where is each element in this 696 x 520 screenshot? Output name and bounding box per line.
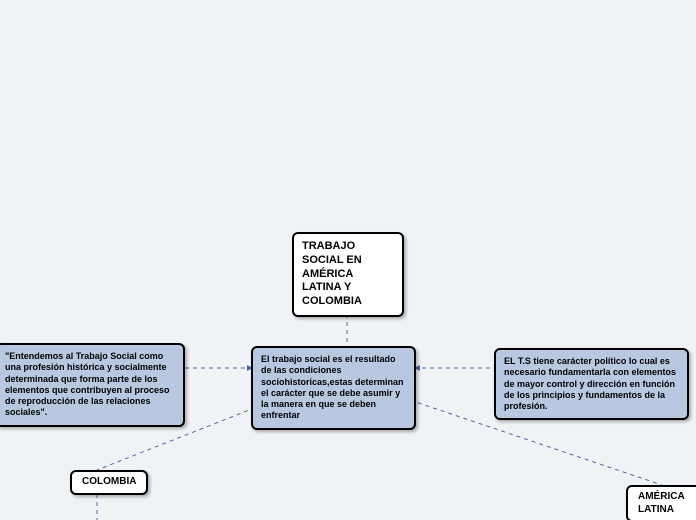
left-quote-text: "Entendemos al Trabajo Social como una p… (5, 351, 170, 417)
america-latina-node[interactable]: AMÉRICA LATINA (626, 485, 696, 520)
right-node[interactable]: EL T.S tiene carácter político lo cual e… (494, 348, 689, 420)
root-node-text: TRABAJO SOCIAL EN AMÉRICA LATINA Y COLOM… (302, 240, 362, 307)
center-node-text: El trabajo social es el resultado de las… (261, 354, 404, 420)
colombia-node[interactable]: COLOMBIA (70, 470, 148, 495)
root-node[interactable]: TRABAJO SOCIAL EN AMÉRICA LATINA Y COLOM… (292, 232, 404, 317)
right-node-text: EL T.S tiene carácter político lo cual e… (504, 356, 676, 411)
center-node[interactable]: El trabajo social es el resultado de las… (251, 346, 416, 430)
colombia-text: COLOMBIA (82, 476, 136, 487)
left-quote-node[interactable]: "Entendemos al Trabajo Social como una p… (0, 343, 185, 427)
america-latina-text: AMÉRICA LATINA (638, 491, 684, 515)
